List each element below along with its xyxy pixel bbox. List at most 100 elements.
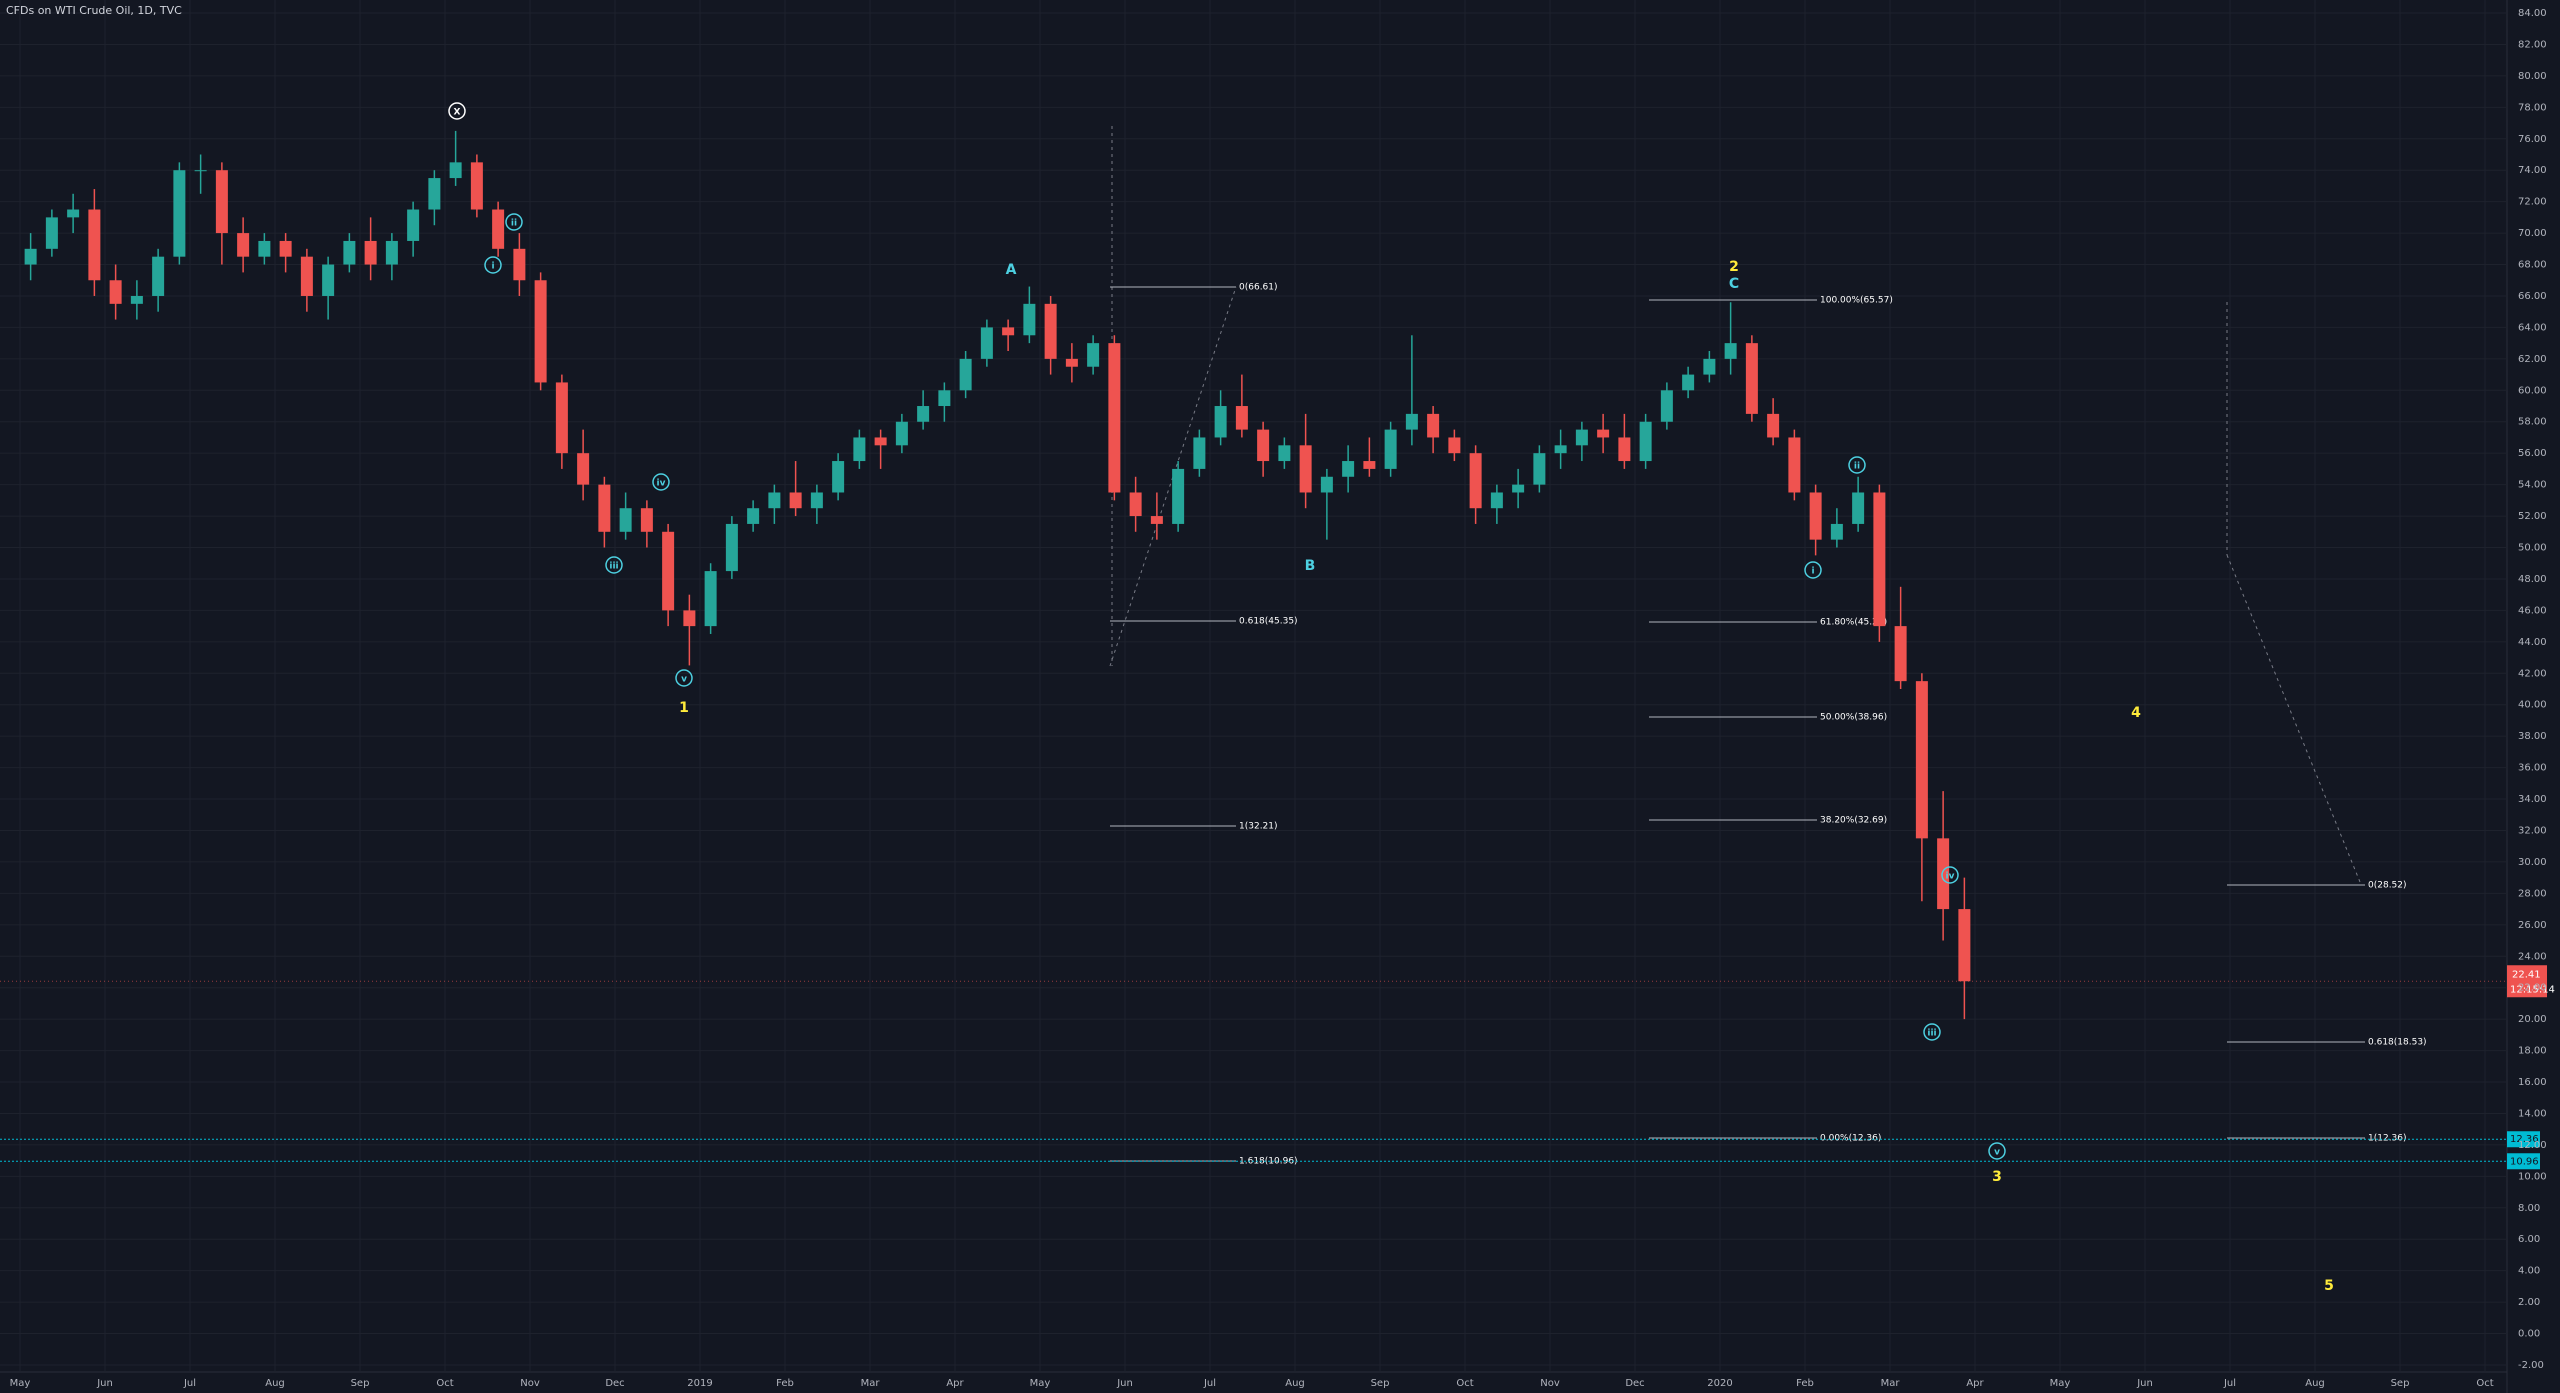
wave-label: iii xyxy=(609,562,618,572)
wave-circle xyxy=(1923,1023,1941,1041)
candle-body xyxy=(1257,429,1270,462)
candle-body xyxy=(683,610,696,627)
candle-body xyxy=(1873,492,1886,627)
x-tick-label: Jun xyxy=(2136,1378,2153,1389)
level-price-label: 12.36 xyxy=(2510,1134,2539,1145)
candle-body xyxy=(1129,492,1142,517)
fib-label: 0.618(18.53) xyxy=(2368,1038,2427,1048)
wave-circle xyxy=(505,213,523,231)
wave-label: ii xyxy=(1854,462,1860,472)
wave-circle xyxy=(1848,456,1866,474)
y-tick-label: 76.00 xyxy=(2518,134,2547,145)
y-tick-label: 8.00 xyxy=(2518,1203,2540,1214)
y-tick-label: 68.00 xyxy=(2518,260,2547,271)
candle-body xyxy=(322,264,335,296)
y-tick-label: -2.00 xyxy=(2518,1360,2544,1371)
y-tick-label: 16.00 xyxy=(2518,1077,2547,1088)
candle-body xyxy=(1448,437,1461,454)
candle-body xyxy=(725,523,738,572)
y-tick-label: 80.00 xyxy=(2518,71,2547,82)
x-tick-label: Aug xyxy=(265,1378,285,1389)
wave-label: 3 xyxy=(1992,1169,2002,1185)
x-tick-label: Mar xyxy=(861,1378,881,1389)
wave-label: 4 xyxy=(2131,705,2141,721)
x-tick-label: May xyxy=(10,1378,31,1389)
y-tick-label: 20.00 xyxy=(2518,1014,2547,1025)
y-tick-label: 22.00 xyxy=(2518,983,2547,994)
candle-body xyxy=(258,240,271,257)
y-tick-label: 0.00 xyxy=(2518,1329,2540,1340)
candle-body xyxy=(555,382,568,454)
x-tick-label: Jul xyxy=(2223,1378,2236,1389)
candle-body xyxy=(980,327,993,359)
candle-body xyxy=(1830,523,1843,540)
wave-label: X xyxy=(454,108,461,118)
candle-body xyxy=(1087,343,1100,367)
candle-body xyxy=(88,209,101,281)
x-tick-label: Aug xyxy=(2305,1378,2325,1389)
candle-body xyxy=(534,280,547,383)
x-tick-label: Sep xyxy=(351,1378,370,1389)
wave-label: C xyxy=(1729,276,1739,292)
candle-body xyxy=(1852,492,1865,524)
y-tick-label: 36.00 xyxy=(2518,763,2547,774)
wave-label: 5 xyxy=(2324,1278,2334,1294)
candle-body xyxy=(173,170,186,257)
x-tick-label: Sep xyxy=(2391,1378,2410,1389)
x-tick-label: May xyxy=(1030,1378,1051,1389)
candle-body xyxy=(747,508,760,524)
y-tick-label: 46.00 xyxy=(2518,605,2547,616)
grid xyxy=(0,0,2507,1372)
candle-body xyxy=(1767,413,1780,438)
y-tick-label: 84.00 xyxy=(2518,8,2547,19)
candle-body xyxy=(853,437,866,462)
fib-label: 50.00%(38.96) xyxy=(1820,713,1887,723)
candle-body xyxy=(1682,374,1695,391)
candle-body xyxy=(1469,453,1482,509)
x-tick-label: Oct xyxy=(436,1378,453,1389)
candle-body xyxy=(67,209,80,218)
candle-body xyxy=(789,492,802,509)
y-tick-label: 34.00 xyxy=(2518,794,2547,805)
wave-label: iii xyxy=(1927,1029,1936,1039)
y-tick-label: 60.00 xyxy=(2518,385,2547,396)
x-tick-label: Dec xyxy=(605,1378,624,1389)
y-tick-label: 56.00 xyxy=(2518,448,2547,459)
last-price-box xyxy=(2507,965,2547,998)
fib-label: 38.20%(32.69) xyxy=(1820,816,1887,826)
wave-label: 2 xyxy=(1729,259,1739,275)
candle-body xyxy=(1384,429,1397,469)
fib-label: 0(66.61) xyxy=(1239,283,1278,293)
wave-circle xyxy=(448,102,466,120)
candle-body xyxy=(895,421,908,446)
candle-body xyxy=(768,492,781,509)
candle-body xyxy=(1618,437,1631,462)
x-tick-label: Nov xyxy=(1540,1378,1560,1389)
candle-body xyxy=(938,390,951,407)
wave-label: 1 xyxy=(679,700,689,716)
candle-body xyxy=(109,280,122,304)
x-tick-label: May xyxy=(2050,1378,2071,1389)
chart-title: CFDs on WTI Crude Oil, 1D, TVC xyxy=(6,4,182,17)
candle-body xyxy=(1639,421,1652,462)
wave-label: v xyxy=(681,675,687,685)
y-tick-label: 52.00 xyxy=(2518,511,2547,522)
fib-label: 0(28.52) xyxy=(2368,881,2407,891)
candle-body xyxy=(1214,406,1227,438)
candle-body xyxy=(1172,468,1185,524)
fib-label: 0.00%(12.36) xyxy=(1820,1134,1881,1144)
candle-body xyxy=(640,508,653,532)
candle-body xyxy=(194,170,207,172)
y-tick-label: 30.00 xyxy=(2518,857,2547,868)
y-tick-label: 78.00 xyxy=(2518,102,2547,113)
x-tick-label: Apr xyxy=(1966,1378,1984,1389)
candle-body xyxy=(1023,303,1036,336)
candle-body xyxy=(1150,516,1163,524)
candle-body xyxy=(215,170,228,234)
candle-body xyxy=(449,162,462,179)
x-tick-label: Aug xyxy=(1285,1378,1305,1389)
fib-label: 0.618(45.35) xyxy=(1239,617,1298,627)
candle-body xyxy=(1002,327,1015,336)
y-tick-label: 24.00 xyxy=(2518,951,2547,962)
